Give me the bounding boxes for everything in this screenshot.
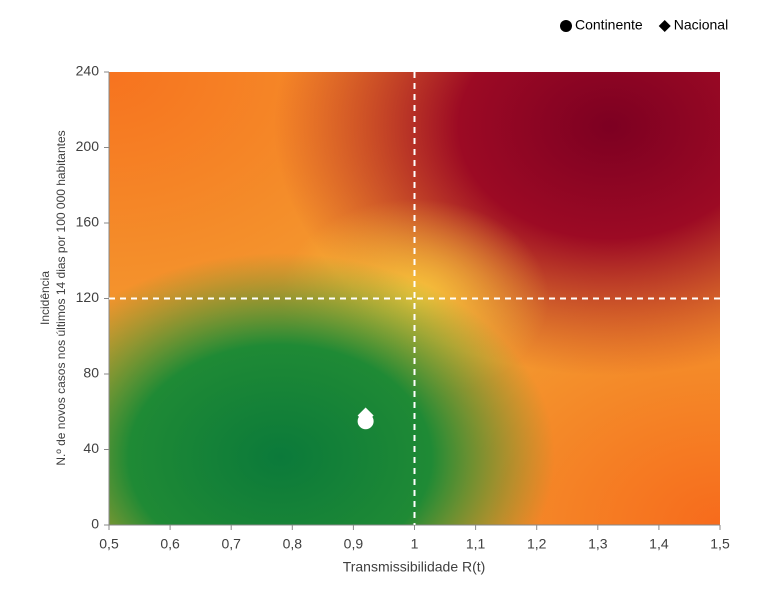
y-tick-label: 160 [76, 214, 100, 230]
x-tick-label: 1,1 [466, 536, 486, 552]
y-tick-label: 120 [76, 289, 100, 305]
y-axis-title: Incidência [38, 271, 52, 325]
y-axis-title: N.º de novos casos nos últimos 14 dias p… [54, 130, 68, 465]
x-tick-label: 1,2 [527, 536, 547, 552]
x-tick-label: 0,7 [221, 536, 241, 552]
x-tick-label: 1,5 [710, 536, 730, 552]
y-tick-label: 240 [76, 63, 100, 79]
x-tick-label: 1,3 [588, 536, 608, 552]
x-tick-label: 0,5 [99, 536, 119, 552]
y-tick-label: 200 [76, 138, 100, 154]
x-tick-label: 1,4 [649, 536, 669, 552]
marker [560, 20, 572, 32]
x-axis-title: Transmissibilidade R(t) [343, 559, 486, 575]
marker [357, 407, 374, 424]
x-tick-label: 0,6 [160, 536, 180, 552]
x-tick-label: 0,8 [283, 536, 303, 552]
y-tick-label: 80 [83, 365, 99, 381]
x-tick-label: 1 [411, 536, 419, 552]
y-tick-label: 0 [91, 516, 99, 532]
y-tick-label: 40 [83, 440, 99, 456]
legend-label: Continente [575, 17, 643, 33]
x-tick-label: 0,9 [344, 536, 364, 552]
legend-label: Nacional [674, 17, 728, 33]
marker [658, 20, 671, 32]
